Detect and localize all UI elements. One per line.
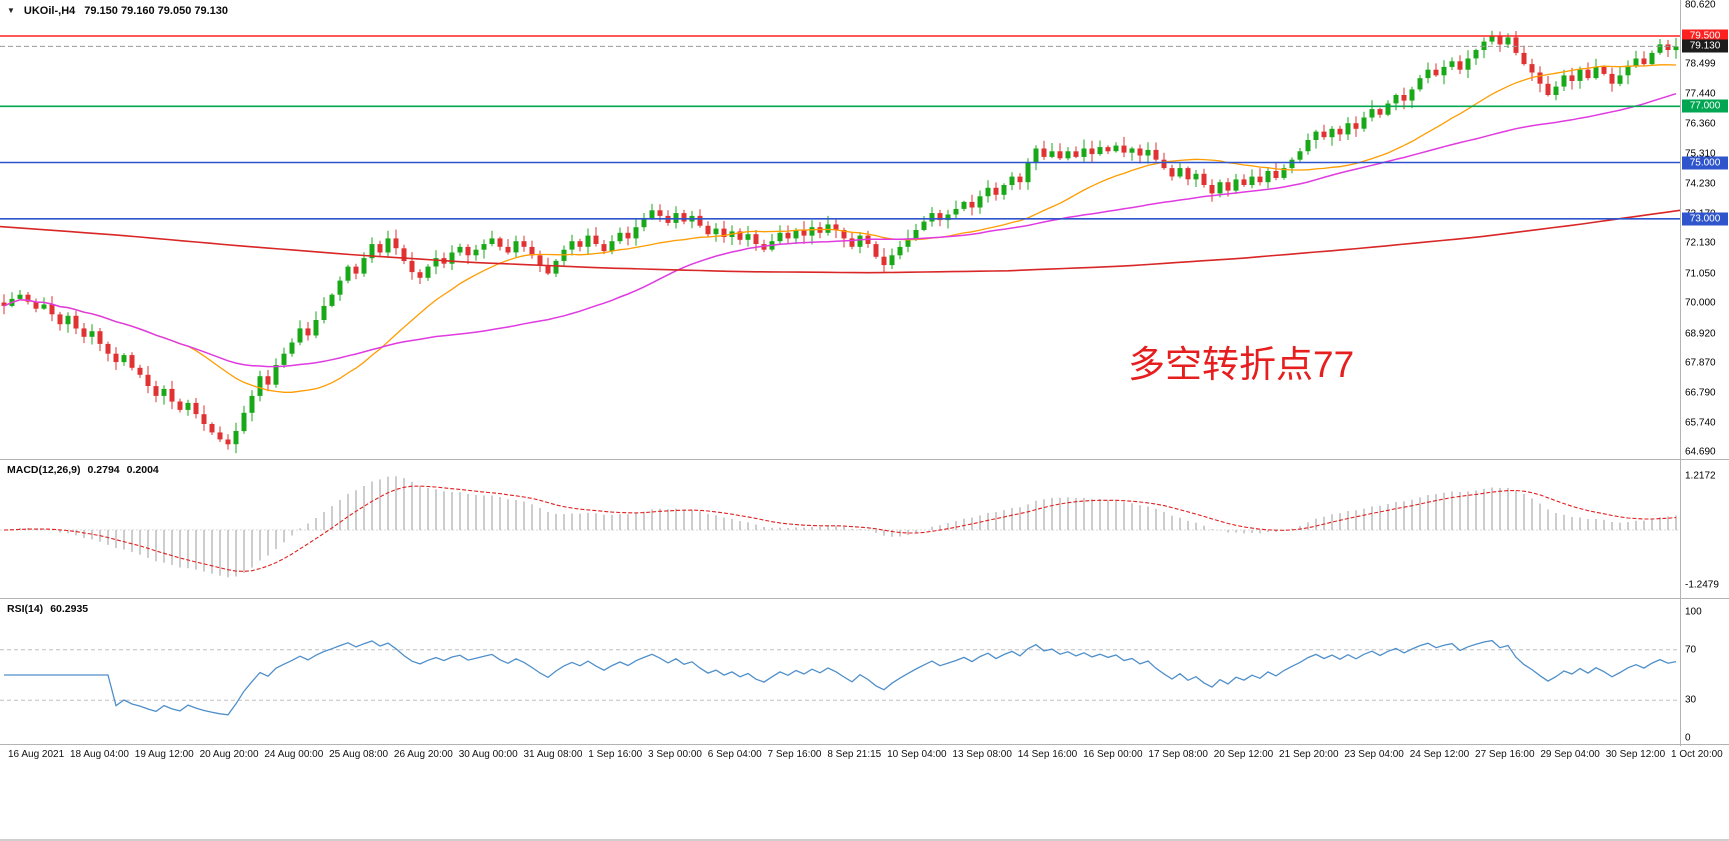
time-axis-label: 30 Sep 12:00 <box>1605 749 1666 760</box>
time-axis-label: 14 Sep 16:00 <box>1017 749 1078 760</box>
price-tick-label: 78.499 <box>1685 58 1716 70</box>
time-axis-label: 24 Sep 12:00 <box>1409 749 1470 760</box>
time-axis[interactable]: 16 Aug 2021 18 Aug 04:00 19 Aug 12:00 20 Au… <box>0 747 1729 760</box>
time-axis-label: 10 Sep 04:00 <box>887 749 947 760</box>
time-axis-label: 7 Sep 16:00 <box>767 749 822 760</box>
ohlc-values: 79.150 79.160 79.050 79.130 <box>84 5 229 17</box>
rsi-panel: RSI(14) 60.2935 100 70 30 0 <box>0 600 1729 745</box>
macd-axis: 1.2172 -1.2479 <box>1681 461 1729 598</box>
time-axis-label: 24 Aug 00:00 <box>264 749 324 760</box>
fast-ma-line <box>3 64 1677 393</box>
time-axis-label: 29 Sep 04:00 <box>1540 749 1600 760</box>
price-tick-label: 72.130 <box>1685 237 1716 249</box>
time-axis-label: 16 Sep 00:00 <box>1083 749 1143 760</box>
window-bottom-edge <box>0 839 1729 841</box>
macd-axis-label: -1.2479 <box>1685 579 1719 591</box>
price-tick-label: 67.870 <box>1685 357 1716 369</box>
time-axis-label: 20 Sep 12:00 <box>1213 749 1274 760</box>
time-axis-label: 20 Aug 20:00 <box>199 749 259 760</box>
price-tick-label: 68.920 <box>1685 328 1716 339</box>
price-tick-label: 71.050 <box>1685 268 1716 280</box>
time-axis-label: 25 Aug 08:00 <box>329 749 389 760</box>
rsi-axis-label: 70 <box>1685 644 1697 656</box>
chart-annotation-text: 多空转折点77 <box>1128 344 1355 385</box>
rsi-axis-label: 30 <box>1685 694 1697 706</box>
rsi-axis: 100 70 30 0 <box>1681 600 1729 744</box>
time-axis-label: 16 Aug 2021 <box>8 749 65 760</box>
time-axis-label: 17 Sep 08:00 <box>1148 749 1208 760</box>
price-axis-separator <box>1680 0 1681 746</box>
price-tick-label: 80.620 <box>1685 0 1716 10</box>
macd-signal-value: 0.2004 <box>126 464 159 476</box>
time-axis-label: 21 Sep 20:00 <box>1279 749 1339 760</box>
time-axis-label: 1 Oct 20:00 <box>1671 749 1723 760</box>
macd-chart[interactable] <box>0 461 1680 599</box>
price-tick-label: 77.440 <box>1685 88 1716 100</box>
rsi-title: RSI(14) <box>7 603 44 615</box>
time-axis-label: 6 Sep 04:00 <box>707 749 762 760</box>
time-axis-label: 13 Sep 08:00 <box>952 749 1012 760</box>
time-axis-label: 1 Sep 16:00 <box>588 749 643 760</box>
macd-label: MACD(12,26,9) 0.2794 0.2004 <box>7 464 159 476</box>
time-axis-label: 3 Sep 00:00 <box>648 749 702 760</box>
macd-main-value: 0.2794 <box>87 464 120 476</box>
pivot-77-price-tag[interactable]: 77.000 <box>1682 99 1728 113</box>
candlestick-chart[interactable] <box>0 0 1680 460</box>
price-tick-label: 74.230 <box>1685 178 1716 190</box>
chart-header: ▼ UKOil-,H4 79.150 79.160 79.050 79.130 <box>7 5 228 17</box>
price-tick-label: 66.790 <box>1685 387 1716 399</box>
resistance-795-price-tag[interactable]: 79.500 <box>1682 29 1728 43</box>
symbol-timeframe-label: UKOil-,H4 <box>23 5 76 17</box>
time-axis-label: 8 Sep 21:15 <box>827 749 882 760</box>
macd-axis-label: 1.2172 <box>1685 470 1716 482</box>
macd-histogram <box>11 476 1677 578</box>
rsi-axis-label: 0 <box>1685 732 1691 744</box>
price-tick-label: 64.690 <box>1685 446 1716 458</box>
price-tick-label: 76.360 <box>1685 118 1716 130</box>
macd-title: MACD(12,26,9) <box>7 464 81 476</box>
rsi-line <box>4 639 1677 716</box>
chart-menu-icon[interactable]: ▼ <box>7 6 15 15</box>
rsi-value: 60.2935 <box>50 603 89 615</box>
time-axis-label: 27 Sep 16:00 <box>1475 749 1535 760</box>
rsi-label: RSI(14) 60.2935 <box>7 603 88 615</box>
time-axis-label: 31 Aug 08:00 <box>523 749 583 760</box>
time-axis-label: 23 Sep 04:00 <box>1344 749 1404 760</box>
time-axis-label: 26 Aug 20:00 <box>393 749 453 760</box>
price-tick-label: 65.740 <box>1685 417 1716 429</box>
macd-panel: MACD(12,26,9) 0.2794 0.2004 1.2172 -1.247… <box>0 461 1729 599</box>
support-73-price-tag[interactable]: 73.000 <box>1682 212 1728 226</box>
time-axis-label: 19 Aug 12:00 <box>134 749 194 760</box>
long-ma-line <box>0 209 1680 274</box>
time-axis-label: 30 Aug 00:00 <box>458 749 518 760</box>
macd-signal-line <box>3 485 1677 572</box>
current-price-price-tag[interactable]: 79.130 <box>1682 39 1728 53</box>
main-chart-panel: ▼ UKOil-,H4 79.150 79.160 79.050 79.130 … <box>0 0 1729 460</box>
price-tick-label: 75.310 <box>1685 148 1716 160</box>
rsi-axis-label: 100 <box>1685 606 1702 618</box>
price-axis[interactable]: 80.62079.56078.49977.44076.36075.31074.2… <box>1681 0 1729 459</box>
mid-ma-line <box>3 92 1677 368</box>
support-75-price-tag[interactable]: 75.000 <box>1682 156 1728 169</box>
time-axis-label: 18 Aug 04:00 <box>70 749 129 760</box>
price-tick-label: 70.000 <box>1685 297 1716 309</box>
rsi-chart[interactable] <box>0 600 1680 745</box>
